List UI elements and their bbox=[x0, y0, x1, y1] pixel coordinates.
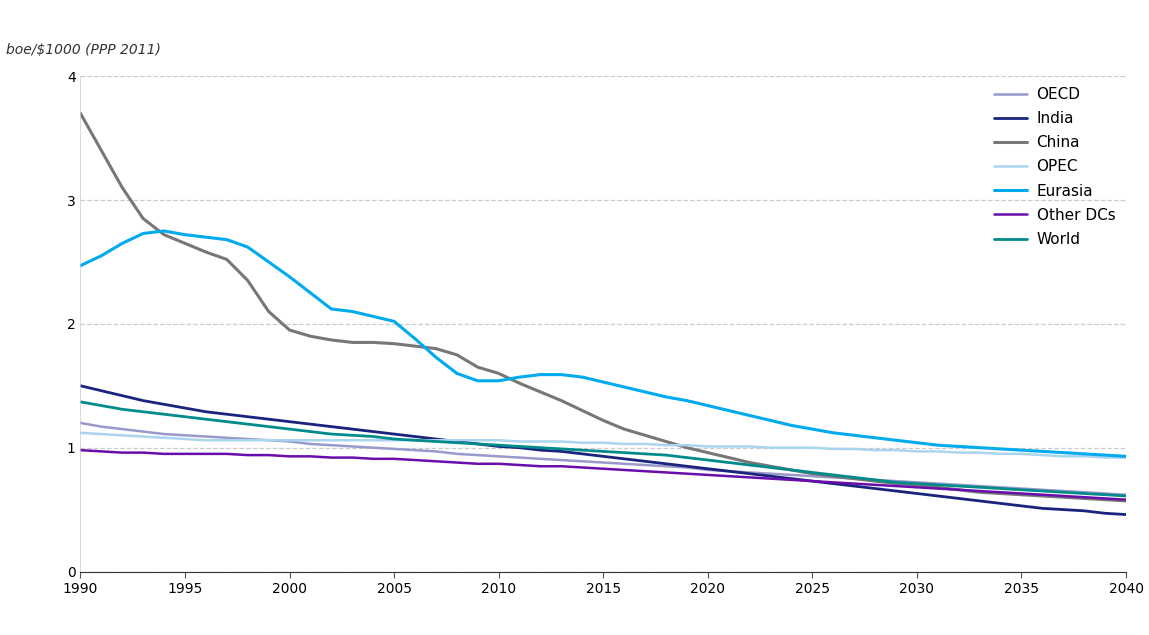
China bbox=[303, 333, 317, 340]
Other DCs bbox=[303, 453, 317, 460]
India bbox=[1098, 509, 1112, 517]
China bbox=[74, 110, 87, 117]
Eurasia bbox=[847, 432, 861, 439]
Eurasia bbox=[157, 227, 171, 235]
India bbox=[387, 431, 401, 438]
Eurasia bbox=[1098, 451, 1112, 459]
OPEC bbox=[826, 445, 840, 453]
Eurasia bbox=[408, 335, 422, 342]
India bbox=[408, 432, 422, 440]
China bbox=[1098, 496, 1112, 504]
Eurasia bbox=[1119, 453, 1133, 460]
World bbox=[408, 436, 422, 444]
OPEC bbox=[1098, 454, 1112, 462]
Other DCs bbox=[826, 479, 840, 486]
Other DCs bbox=[387, 455, 401, 463]
Line: India: India bbox=[80, 386, 1126, 514]
India bbox=[74, 382, 87, 390]
Eurasia bbox=[429, 354, 442, 361]
Line: Eurasia: Eurasia bbox=[80, 231, 1126, 457]
Line: OECD: OECD bbox=[80, 423, 1126, 495]
Other DCs bbox=[1098, 495, 1112, 502]
World bbox=[764, 464, 778, 471]
World bbox=[826, 471, 840, 479]
Line: China: China bbox=[80, 114, 1126, 501]
OECD bbox=[764, 470, 778, 478]
OECD bbox=[1098, 490, 1112, 497]
OPEC bbox=[387, 436, 401, 444]
OECD bbox=[387, 445, 401, 453]
OECD bbox=[303, 440, 317, 448]
China bbox=[408, 342, 422, 350]
Eurasia bbox=[785, 422, 799, 429]
India bbox=[303, 420, 317, 428]
China bbox=[1119, 497, 1133, 505]
Line: Other DCs: Other DCs bbox=[80, 450, 1126, 500]
Line: OPEC: OPEC bbox=[80, 433, 1126, 458]
Other DCs bbox=[764, 475, 778, 483]
Legend: OECD, India, China, OPEC, Eurasia, Other DCs, World: OECD, India, China, OPEC, Eurasia, Other… bbox=[988, 81, 1121, 253]
OPEC bbox=[1119, 454, 1133, 462]
OPEC bbox=[74, 429, 87, 437]
China bbox=[826, 472, 840, 480]
World bbox=[387, 435, 401, 443]
OECD bbox=[74, 419, 87, 427]
World bbox=[74, 398, 87, 406]
OPEC bbox=[1078, 453, 1092, 460]
OECD bbox=[1119, 491, 1133, 498]
Other DCs bbox=[408, 456, 422, 464]
World bbox=[303, 428, 317, 436]
World bbox=[1098, 491, 1112, 498]
OPEC bbox=[303, 436, 317, 444]
China bbox=[387, 340, 401, 347]
Other DCs bbox=[74, 446, 87, 454]
Eurasia bbox=[74, 262, 87, 269]
OPEC bbox=[408, 436, 422, 444]
Eurasia bbox=[324, 305, 338, 313]
China bbox=[764, 462, 778, 470]
OECD bbox=[408, 446, 422, 454]
World bbox=[1119, 492, 1133, 500]
India bbox=[826, 480, 840, 488]
India bbox=[1119, 511, 1133, 518]
Text: boe/$1000 (PPP 2011): boe/$1000 (PPP 2011) bbox=[6, 43, 161, 57]
OPEC bbox=[764, 444, 778, 451]
Line: World: World bbox=[80, 402, 1126, 496]
India bbox=[764, 472, 778, 480]
OECD bbox=[826, 474, 840, 481]
Other DCs bbox=[1119, 496, 1133, 504]
